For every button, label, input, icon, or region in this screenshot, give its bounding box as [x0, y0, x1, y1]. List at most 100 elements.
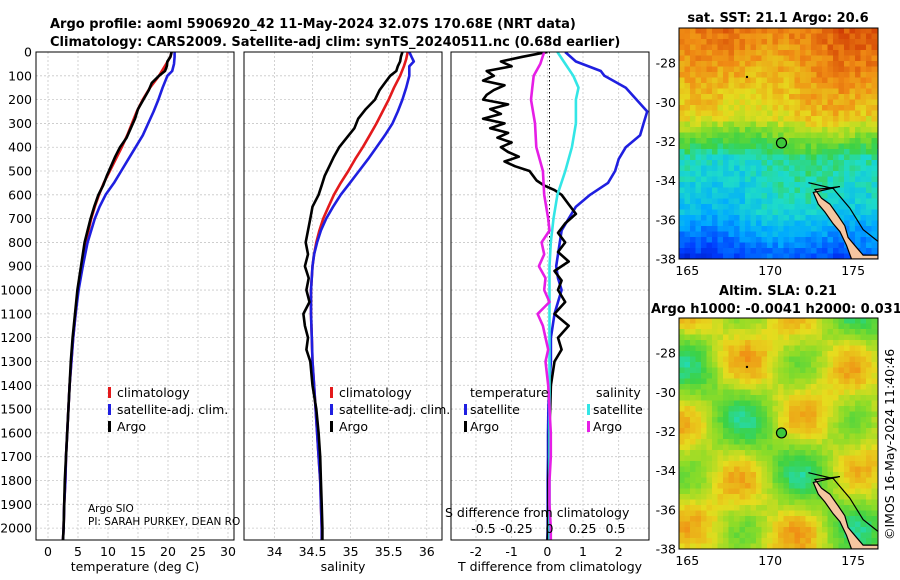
map-lat-tick-label: -38 — [656, 542, 676, 557]
y-tick-label: 1600 — [0, 425, 32, 440]
temperature-panel: 0100200300400500600700800900100011001200… — [0, 45, 240, 575]
map-lat-tick-label: -34 — [656, 173, 676, 188]
legend-climatology-label: climatology — [339, 385, 412, 400]
land-mass — [812, 186, 878, 259]
y-tick-label: 400 — [8, 140, 32, 155]
x-tick-label: 34.5 — [299, 544, 327, 559]
x-tick-label: 5 — [74, 544, 82, 559]
y-tick-label: 100 — [8, 68, 32, 83]
y-tick-label: 700 — [8, 211, 32, 226]
sla-map-subtitle: Argo h1000: -0.0041 h2000: 0.031 — [651, 302, 900, 317]
map-lat-tick-label: -32 — [656, 134, 676, 149]
temperature-legend: climatology satellite-adj. clim. Argo — [108, 385, 228, 434]
legend-temp-argo-swatch — [464, 421, 467, 432]
x-tick-label: -1 — [505, 544, 517, 559]
map-lat-tick-label: -32 — [656, 424, 676, 439]
map-lat-tick-label: -36 — [656, 502, 676, 517]
legend-sal-argo-swatch — [587, 421, 590, 432]
x-tick-label: 1 — [579, 544, 587, 559]
legend-climatology-swatch — [330, 387, 333, 398]
salinity-diff-tick-label: 0.5 — [606, 521, 626, 536]
legend-satellite-label: satellite-adj. clim. — [117, 402, 228, 417]
map-lat-tick-label: -30 — [656, 385, 676, 400]
y-tick-label: 1900 — [0, 497, 32, 512]
y-tick-label: 2000 — [0, 521, 32, 536]
x-tick-label: 10 — [100, 544, 116, 559]
map-lat-tick-label: -34 — [656, 463, 676, 478]
argo-position-marker — [775, 137, 788, 149]
legend-temp-argo-label: Argo — [470, 419, 499, 434]
map-lon-tick-label: 175 — [841, 553, 865, 568]
series-line-climatology — [309, 52, 409, 540]
series-line-salinity-satellite — [548, 52, 580, 540]
sla-map-title: Altim. SLA: 0.21 — [719, 284, 837, 299]
y-tick-label: 800 — [8, 235, 32, 250]
series-line-satellite-adj-clim- — [61, 52, 176, 540]
sst-map-panel: sat. SST: 21.1 Argo: 20.6 165 170 175 -28 -3… — [656, 11, 879, 278]
island-dot — [745, 365, 749, 369]
y-tick-label: 300 — [8, 116, 32, 131]
y-tick-label: 1000 — [0, 283, 32, 298]
map-lon-tick-label: 170 — [758, 553, 782, 568]
y-tick-label: 900 — [8, 259, 32, 274]
map-lon-tick-label: 170 — [758, 263, 782, 278]
legend-temp-satellite-swatch — [464, 404, 467, 415]
salinity-diff-tick-label: -0.5 — [471, 521, 495, 536]
salinity-diff-tick-label: 0.25 — [569, 521, 597, 536]
map-lat-tick-label: -30 — [656, 95, 676, 110]
legend-satellite-label: satellite-adj. clim. — [339, 402, 450, 417]
y-tick-label: 1800 — [0, 473, 32, 488]
legend-sal-argo-label: Argo — [593, 419, 622, 434]
y-tick-label: 1200 — [0, 330, 32, 345]
legend-satellite-swatch — [330, 404, 333, 415]
salinity-legend: climatology satellite-adj. clim. Argo — [330, 385, 450, 434]
salinity-diff-tick-label: -0.25 — [500, 521, 532, 536]
x-tick-label: 30 — [220, 544, 236, 559]
difference-xlabel: T difference from climatology — [457, 559, 643, 574]
series-line-argo — [302, 52, 404, 540]
legend-salinity-heading: salinity — [596, 385, 641, 400]
island-dot — [745, 75, 749, 79]
y-tick-label: 200 — [8, 92, 32, 107]
map-lat-tick-label: -38 — [656, 252, 676, 267]
salinity-xlabel: salinity — [321, 559, 366, 574]
difference-panel: -2 -1 0 1 2 T difference from climatology te… — [445, 51, 650, 574]
series-line-temperature-argo — [481, 52, 578, 540]
y-tick-label: 1100 — [0, 306, 32, 321]
legend-climatology-label: climatology — [117, 385, 190, 400]
y-tick-label: 600 — [8, 187, 32, 202]
sla-map-panel: Altim. SLA: 0.21 Argo h1000: -0.0041 h20… — [651, 284, 900, 568]
map-lat-tick-label: -28 — [656, 56, 676, 71]
legend-argo-swatch — [108, 421, 111, 432]
argo-owner-label: Argo SIO — [88, 503, 134, 515]
legend-temp-satellite-label: satellite — [470, 402, 520, 417]
x-tick-label: 25 — [190, 544, 206, 559]
sst-map-title: sat. SST: 21.1 Argo: 20.6 — [687, 11, 868, 26]
argo-position-marker — [775, 427, 788, 439]
legend-climatology-swatch — [108, 387, 111, 398]
isobath-line — [808, 472, 878, 532]
series-line-climatology — [61, 52, 173, 540]
legend-satellite-swatch — [108, 404, 111, 415]
map-lat-tick-label: -28 — [656, 346, 676, 361]
series-line-satellite-adj-clim- — [309, 52, 416, 540]
y-tick-label: 0 — [24, 45, 32, 60]
x-tick-label: 35 — [343, 544, 359, 559]
x-tick-label: 34 — [267, 544, 283, 559]
legend-temperature-heading: temperature — [470, 385, 549, 400]
series-line-salinity-argo — [529, 52, 553, 540]
y-tick-label: 500 — [8, 164, 32, 179]
argo-pi-label: PI: SARAH PURKEY, DEAN RO — [88, 516, 240, 528]
x-tick-label: 0 — [44, 544, 52, 559]
legend-argo-swatch — [330, 421, 333, 432]
y-tick-label: 1400 — [0, 378, 32, 393]
land-mass — [812, 476, 878, 549]
difference-legend: temperature satellite Argo salinity sate… — [464, 385, 643, 434]
map-lon-tick-label: 165 — [675, 553, 699, 568]
x-tick-label: 36 — [419, 544, 435, 559]
isobath-line — [808, 182, 878, 242]
x-tick-label: 20 — [160, 544, 176, 559]
salinity-diff-tick-label: 0 — [546, 521, 554, 536]
legend-argo-label: Argo — [117, 419, 146, 434]
